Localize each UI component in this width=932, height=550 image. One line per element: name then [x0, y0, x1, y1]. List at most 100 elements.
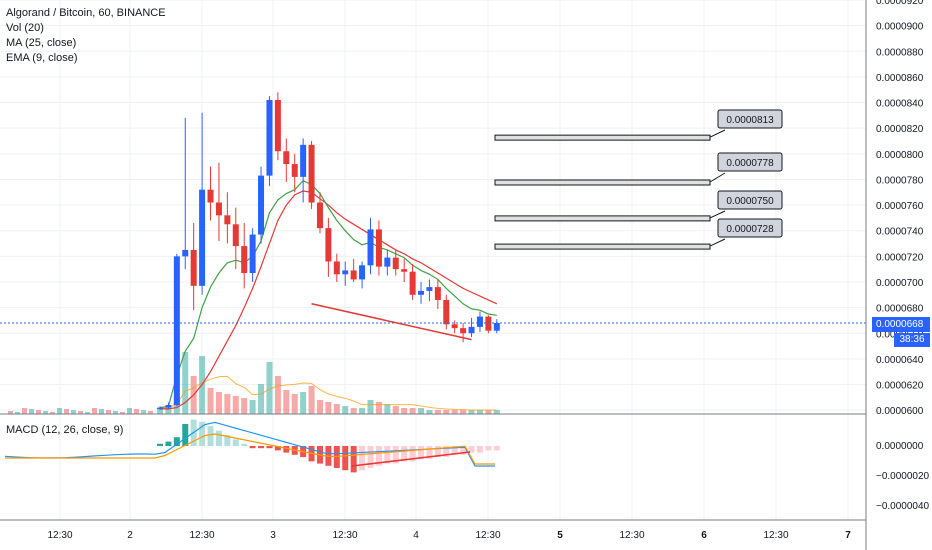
candle-body: [384, 257, 391, 267]
price-axis-tick: 0.0000680: [876, 304, 924, 315]
price-axis-tick: 0.0000800: [876, 150, 924, 161]
price-axis-tick: 0.0000620: [876, 381, 924, 392]
price-axis-tick: 0.0000860: [876, 73, 924, 84]
candle-body: [333, 261, 340, 275]
candle-body: [266, 99, 273, 176]
macd-histogram-bar: [493, 446, 500, 451]
volume-bar: [57, 408, 62, 414]
price-axis-tick: 0.0000720: [876, 252, 924, 263]
volume-bar: [36, 410, 41, 414]
macd-histogram-bar: [173, 437, 180, 446]
volume-bar: [460, 410, 467, 414]
bar-countdown: 38:36: [894, 333, 930, 347]
macd-histogram-bar: [249, 446, 256, 449]
volume-bar: [148, 411, 153, 414]
volume-bar: [249, 400, 256, 414]
volume-bar: [64, 409, 69, 414]
volume-bar: [451, 410, 458, 414]
volume-ma-line: [160, 375, 497, 411]
price-axis-tick: 0.0000920: [876, 0, 924, 7]
volume-bar: [43, 411, 48, 414]
ma-indicator-label[interactable]: MA (25, close): [6, 37, 77, 49]
ema-indicator-label[interactable]: EMA (9, close): [6, 52, 78, 64]
volume-bar: [71, 410, 76, 414]
volume-bar: [120, 412, 125, 414]
macd-histogram-bar: [409, 446, 416, 462]
volume-bar: [224, 394, 231, 414]
price-axis-tick: 0.0000760: [876, 201, 924, 212]
support-trend-line: [311, 303, 472, 341]
macd-histogram-bar: [274, 446, 281, 451]
macd-axis-tick: 0.0000000: [876, 441, 924, 452]
candle-body: [443, 299, 450, 325]
callout-box: [717, 109, 783, 129]
candle-body: [460, 328, 467, 334]
callout-box: [717, 152, 783, 172]
macd-histogram-bar: [258, 446, 265, 449]
volume-indicator-label[interactable]: Vol (20): [6, 22, 44, 34]
ema9-line: [159, 179, 497, 409]
volume-bar: [333, 404, 340, 414]
candle-body: [316, 202, 323, 229]
candle-body: [274, 99, 281, 152]
callout-label: 0.0000813: [726, 115, 774, 126]
price-axis-tick: 0.0000880: [876, 47, 924, 58]
candle-body: [215, 202, 222, 216]
price-axis-tick: 0.0000820: [876, 124, 924, 135]
price-axis-tick: 0.0000780: [876, 175, 924, 186]
moving-averages: [159, 179, 498, 410]
volume-bar: [426, 410, 433, 414]
candle-body: [359, 265, 366, 280]
candle-body: [451, 324, 458, 329]
volume-bar: [215, 392, 222, 414]
macd-histogram-bar: [241, 443, 248, 446]
time-axis-tick: 2: [127, 530, 133, 541]
macd-axis-tick: −0.0000040: [876, 501, 930, 512]
macd-histogram-bar: [199, 421, 206, 446]
candle-body: [493, 322, 500, 331]
candle-body: [207, 189, 214, 203]
volume-bar: [8, 411, 13, 414]
time-axis-tick: 4: [413, 530, 419, 541]
volume-bar: [15, 412, 20, 414]
volume-bar: [367, 400, 374, 414]
candle-body: [375, 229, 382, 267]
time-axis-tick: 7: [845, 530, 851, 541]
candle-body: [182, 249, 189, 257]
macd-histogram-bar: [266, 446, 273, 449]
candle-body: [300, 144, 307, 177]
macd-histogram-bar: [451, 446, 458, 455]
volume-bar: [127, 408, 132, 414]
candle-body: [157, 407, 163, 409]
volume-bar: [291, 394, 298, 414]
candle-body: [342, 270, 349, 275]
macd-histogram-bar: [367, 446, 374, 468]
volume-bar: [141, 410, 146, 414]
volume-bar: [165, 408, 172, 414]
macd-histogram-bar: [476, 446, 483, 453]
macd-histogram-bar: [392, 446, 399, 464]
candle-body: [224, 215, 231, 225]
macd-histogram-bar: [283, 446, 290, 453]
time-axis-tick: 5: [557, 530, 563, 541]
volume-bar: [359, 408, 366, 414]
time-axis-tick: 12:30: [189, 530, 214, 541]
volume-bar: [157, 408, 163, 414]
callout-marker: [494, 134, 711, 141]
candle-body: [190, 249, 197, 286]
symbol-title[interactable]: Algorand / Bitcoin, 60, BINANCE: [6, 7, 166, 19]
volume-bar: [283, 390, 290, 414]
macd-histogram-bar: [342, 446, 349, 471]
volume-bar: [258, 384, 265, 414]
candle-body: [232, 224, 239, 247]
candle-body: [426, 287, 433, 291]
macd-indicator-label[interactable]: MACD (12, 26, close, 9): [6, 424, 124, 436]
candle-body: [249, 234, 256, 274]
candle-body: [325, 228, 332, 262]
volume-bar: [274, 376, 281, 414]
volume-bar: [134, 409, 139, 414]
volume-bar: [92, 408, 97, 414]
callout-box: [717, 218, 783, 238]
candle-body: [367, 229, 374, 266]
